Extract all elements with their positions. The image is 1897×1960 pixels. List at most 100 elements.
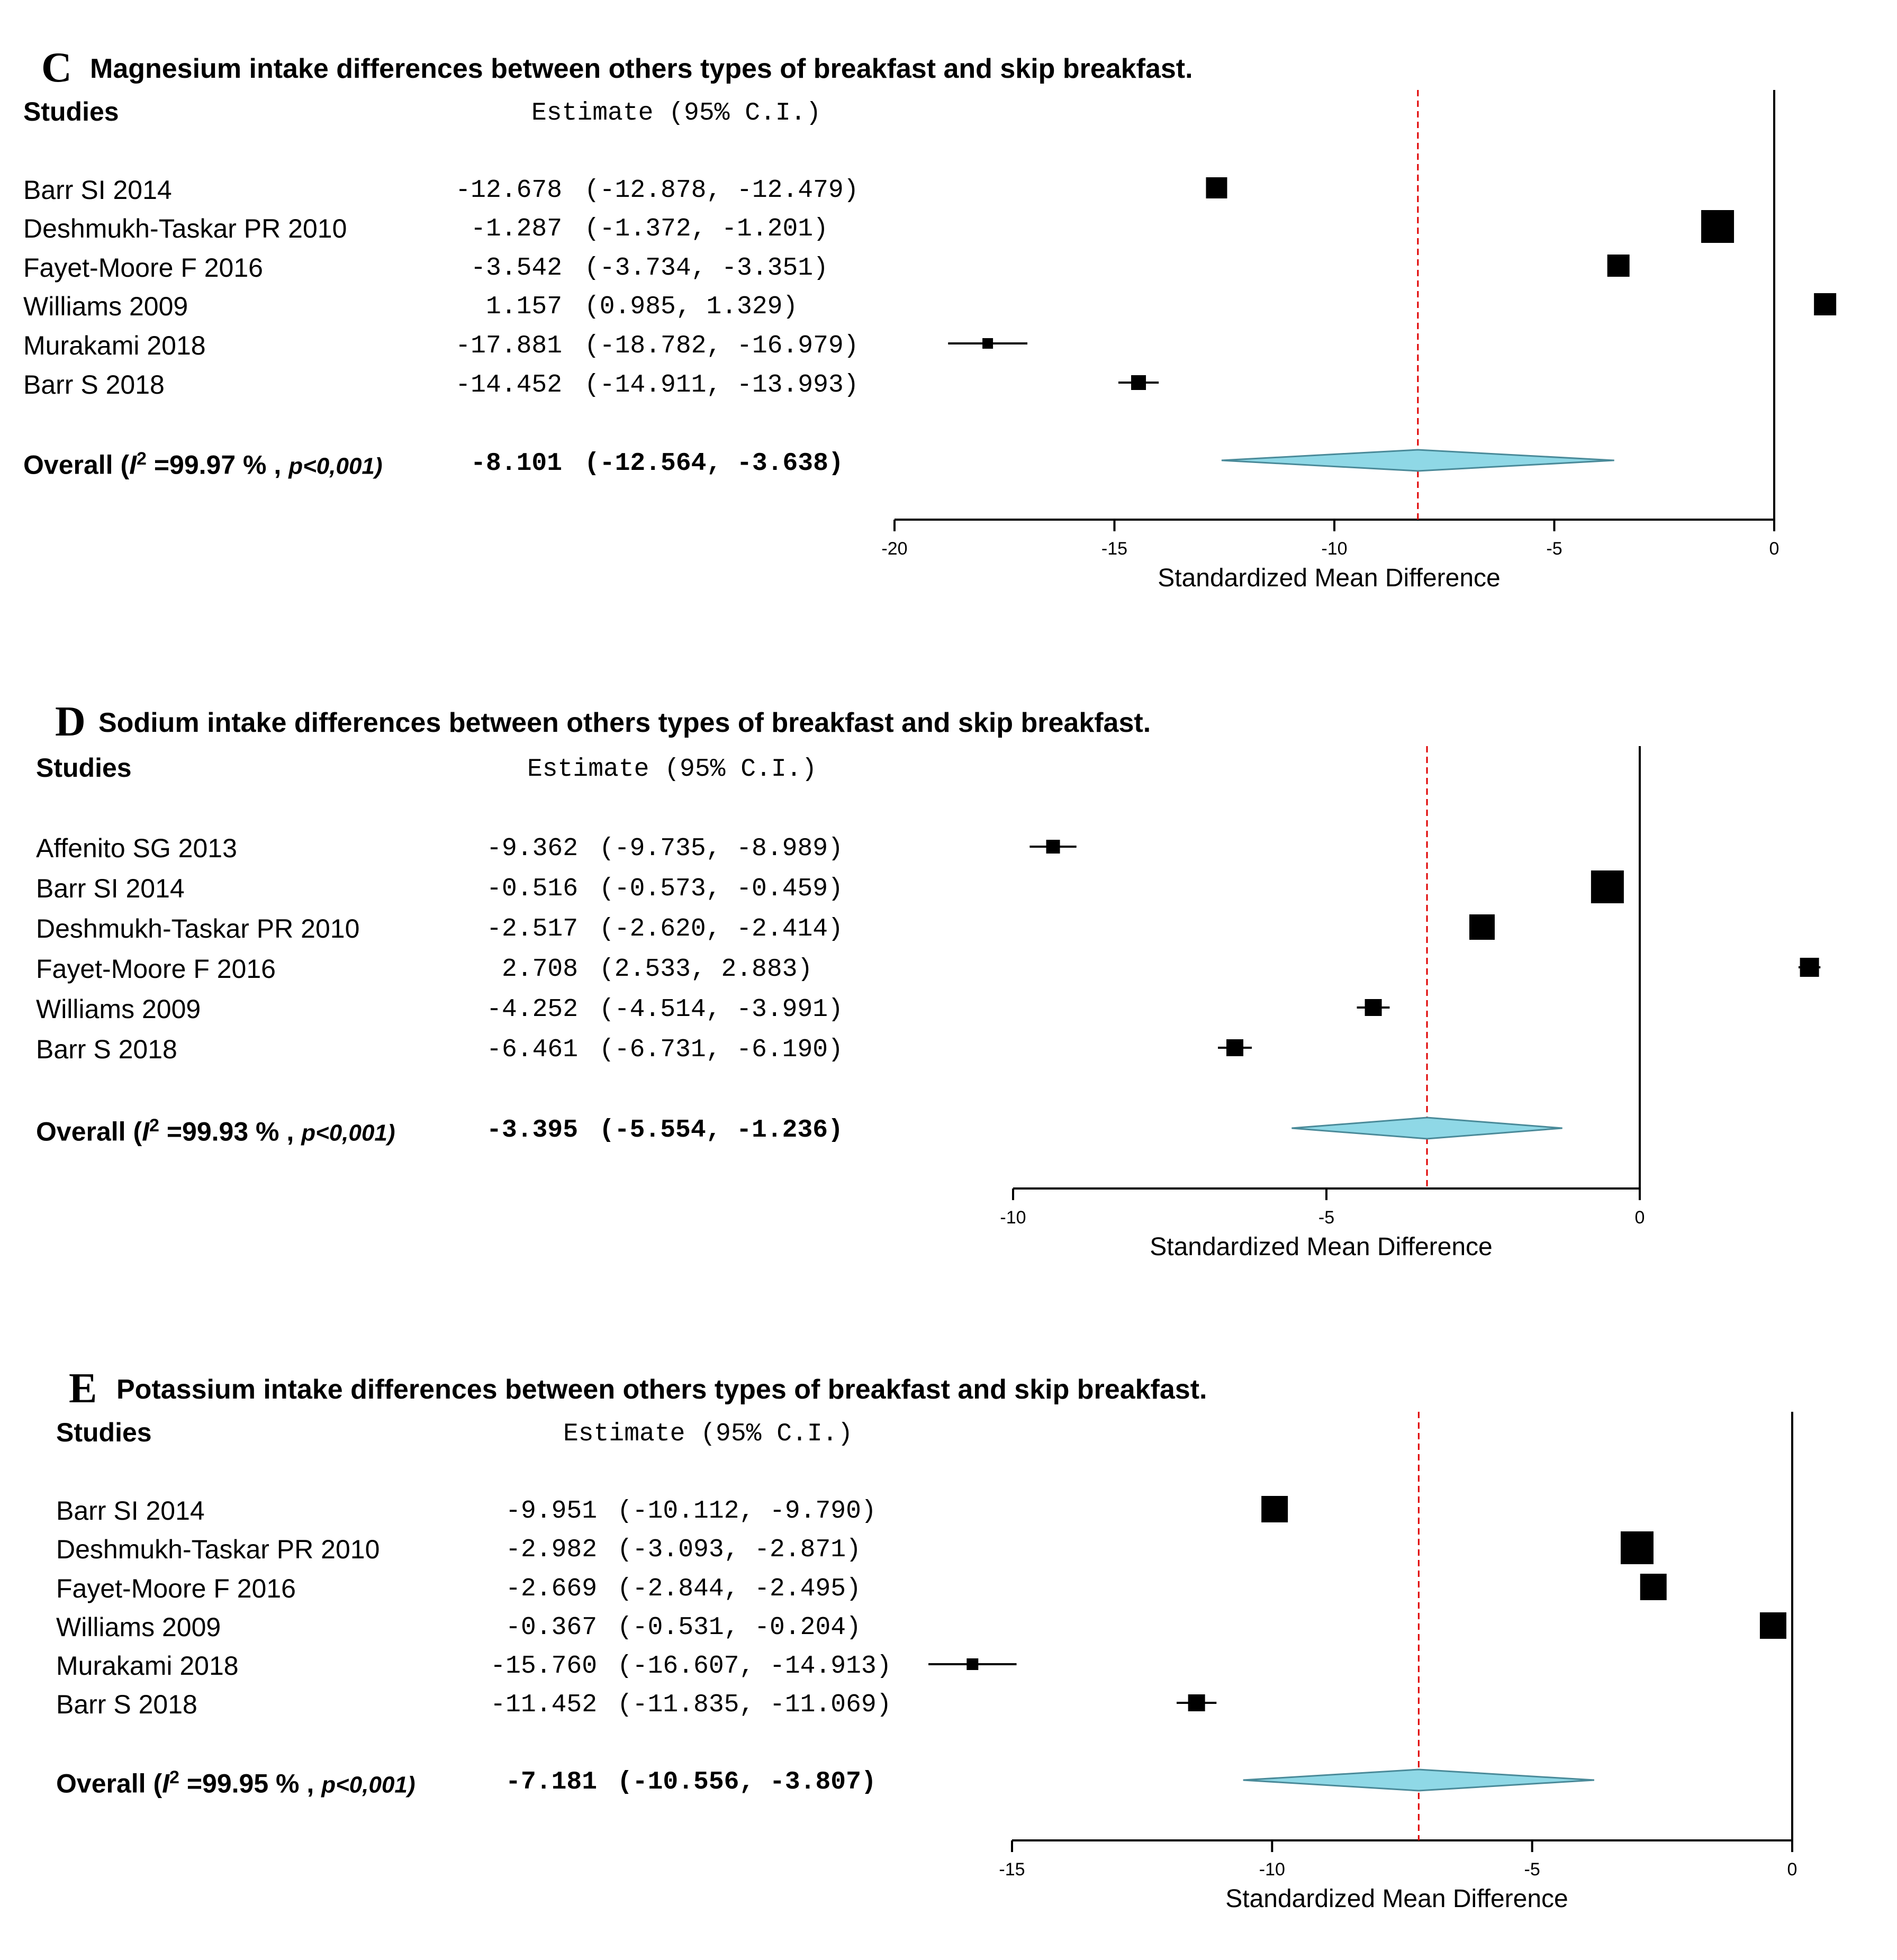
study-box xyxy=(1365,999,1382,1016)
study-name: Deshmukh-Taskar PR 2010 xyxy=(56,1535,380,1564)
x-axis-label: Standardized Mean Difference xyxy=(1158,564,1501,592)
panel-letter: C xyxy=(41,44,72,91)
x-tick-label: -20 xyxy=(881,539,907,559)
forest-plot-d: -10 -5 0 Standardized Mean Difference xyxy=(1000,746,1821,1261)
study-box xyxy=(1261,1496,1288,1522)
overall-diamond xyxy=(1221,449,1614,472)
estimate-header: Estimate (95% C.I.) xyxy=(527,755,817,784)
study-estimate: 1.157 xyxy=(485,293,562,321)
study-box xyxy=(1701,210,1735,243)
forest-panel-c: C Magnesium intake differences between o… xyxy=(0,0,1897,635)
study-ci: (-1.372, -1.201) xyxy=(584,215,828,243)
study-ci: (-2.620, -2.414) xyxy=(599,915,843,943)
x-tick-label: -10 xyxy=(1000,1208,1026,1228)
study-estimate: -2.669 xyxy=(505,1575,597,1603)
overall-label: Overall (I2 =99.95 % , p<0,001) xyxy=(56,1767,415,1799)
estimate-header: Estimate (95% C.I.) xyxy=(563,1420,853,1448)
forest-plot-c: -20 -15 -10 -5 0 Standardized Mean Difference xyxy=(881,90,1837,592)
overall-estimate: -8.101 xyxy=(471,449,562,478)
study-ci: (-0.573, -0.459) xyxy=(599,875,843,903)
study-name: Fayet-Moore F 2016 xyxy=(36,954,276,984)
study-ci: (-14.911, -13.993) xyxy=(584,371,859,400)
study-box xyxy=(1226,1039,1244,1056)
forest-plot-e: -15 -10 -5 0 Standardized Mean Difference xyxy=(928,1412,1797,1913)
x-axis-label: Standardized Mean Difference xyxy=(1150,1233,1493,1261)
study-estimate: -1.287 xyxy=(471,215,562,243)
study-box xyxy=(1131,375,1146,390)
study-name: Williams 2009 xyxy=(56,1612,221,1642)
panel-letter: E xyxy=(69,1365,97,1412)
study-estimate: 2.708 xyxy=(501,955,578,984)
study-name: Murakami 2018 xyxy=(56,1651,239,1681)
overall-estimate: -7.181 xyxy=(505,1768,597,1796)
study-name: Barr S 2018 xyxy=(23,370,165,400)
study-name: Fayet-Moore F 2016 xyxy=(56,1574,296,1603)
overall-label: Overall (I2 =99.93 % , p<0,001) xyxy=(36,1115,395,1147)
study-estimate: -14.452 xyxy=(455,371,562,400)
study-ci: (-16.607, -14.913) xyxy=(617,1652,892,1681)
study-ci: (-4.514, -3.991) xyxy=(599,995,843,1024)
overall-estimate: -3.395 xyxy=(486,1116,578,1145)
study-estimate: -2.982 xyxy=(505,1536,597,1564)
x-tick-label: -5 xyxy=(1318,1208,1334,1228)
x-tick-label: 0 xyxy=(1769,539,1779,559)
study-name: Williams 2009 xyxy=(23,292,188,321)
study-box xyxy=(1640,1574,1667,1600)
study-estimate: -0.516 xyxy=(486,875,578,903)
study-name: Barr S 2018 xyxy=(36,1035,177,1064)
forest-panel-e: E Potassium intake differences between o… xyxy=(0,1323,1897,1960)
study-ci: (-12.878, -12.479) xyxy=(584,176,859,205)
panel-letter: D xyxy=(55,698,86,745)
x-tick-label: -15 xyxy=(999,1859,1025,1880)
overall-diamond xyxy=(1243,1768,1594,1792)
study-ci: (0.985, 1.329) xyxy=(584,293,798,321)
x-tick-label: -10 xyxy=(1259,1859,1285,1880)
overall-ci: (-12.564, -3.638) xyxy=(584,449,844,478)
study-name: Deshmukh-Taskar PR 2010 xyxy=(36,914,360,943)
study-name: Williams 2009 xyxy=(36,994,201,1024)
study-ci: (-0.531, -0.204) xyxy=(617,1613,861,1642)
study-estimate: -9.951 xyxy=(505,1497,597,1526)
study-box xyxy=(1046,840,1060,854)
x-tick-label: -15 xyxy=(1101,539,1127,559)
study-box xyxy=(1591,870,1624,903)
study-box xyxy=(1469,914,1495,940)
study-ci: (-3.734, -3.351) xyxy=(584,254,828,283)
study-name: Barr S 2018 xyxy=(56,1690,197,1719)
study-estimate: -12.678 xyxy=(455,176,562,205)
study-name: Barr SI 2014 xyxy=(56,1496,205,1526)
study-ci: (-2.844, -2.495) xyxy=(617,1575,861,1603)
study-estimate: -11.452 xyxy=(490,1691,597,1719)
study-name: Affenito SG 2013 xyxy=(36,833,237,863)
study-estimate: -15.760 xyxy=(490,1652,597,1681)
x-tick-label: 0 xyxy=(1635,1208,1645,1228)
study-name: Deshmukh-Taskar PR 2010 xyxy=(23,214,347,243)
estimate-header: Estimate (95% C.I.) xyxy=(531,99,821,128)
study-box xyxy=(1607,255,1630,277)
study-estimate: -6.461 xyxy=(486,1036,578,1064)
study-estimate: -0.367 xyxy=(505,1613,597,1642)
study-name: Murakami 2018 xyxy=(23,331,206,360)
study-name: Barr SI 2014 xyxy=(23,175,172,205)
study-name: Barr SI 2014 xyxy=(36,874,185,903)
overall-label: Overall (I2 =99.97 % , p<0,001) xyxy=(23,449,383,480)
study-box xyxy=(1759,1612,1786,1639)
x-axis-label: Standardized Mean Difference xyxy=(1225,1885,1568,1913)
studies-header: Studies xyxy=(56,1418,152,1447)
forest-panel-d: D Sodium intake differences between othe… xyxy=(0,656,1897,1307)
study-estimate: -9.362 xyxy=(486,834,578,863)
study-box xyxy=(1814,293,1837,315)
study-box xyxy=(982,338,993,349)
study-box xyxy=(1800,958,1819,977)
study-name: Fayet-Moore F 2016 xyxy=(23,253,263,283)
x-tick-label: 0 xyxy=(1787,1859,1797,1880)
study-box xyxy=(1206,177,1227,198)
panel-title: Sodium intake differences between others… xyxy=(98,707,1151,738)
overall-ci: (-5.554, -1.236) xyxy=(599,1116,843,1145)
study-box xyxy=(1620,1531,1654,1564)
study-ci: (-9.735, -8.989) xyxy=(599,834,843,863)
x-tick-label: -5 xyxy=(1524,1859,1540,1880)
study-ci: (-3.093, -2.871) xyxy=(617,1536,861,1564)
study-estimate: -4.252 xyxy=(486,995,578,1024)
study-ci: (-11.835, -11.069) xyxy=(617,1691,892,1719)
